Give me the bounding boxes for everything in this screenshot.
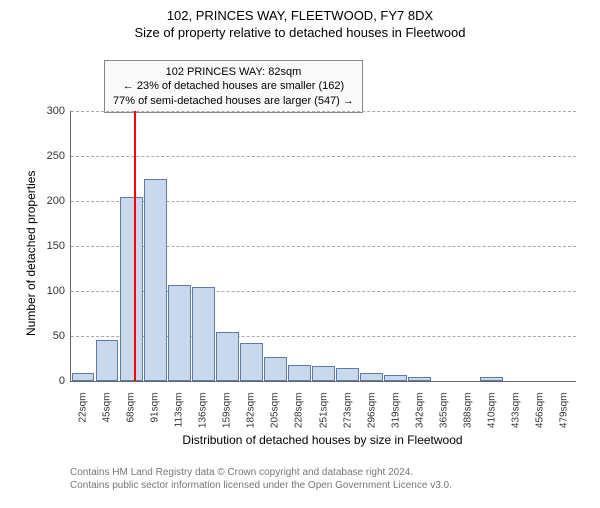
x-tick-label: 182sqm bbox=[246, 393, 257, 429]
x-tick-label: 456sqm bbox=[534, 393, 545, 429]
x-tick-label: 113sqm bbox=[174, 393, 185, 428]
x-tick-label: 251sqm bbox=[318, 393, 329, 429]
y-tick-label: 0 bbox=[59, 375, 65, 387]
histogram-bar bbox=[336, 368, 359, 382]
y-tick-label: 300 bbox=[47, 105, 65, 117]
x-tick-label: 136sqm bbox=[198, 393, 209, 429]
x-tick-label: 228sqm bbox=[294, 393, 305, 429]
x-tick-label: 433sqm bbox=[510, 393, 521, 429]
histogram-bar bbox=[384, 375, 407, 381]
histogram-bar bbox=[96, 340, 119, 381]
histogram-bar bbox=[168, 285, 191, 381]
chart-container: 102, PRINCES WAY, FLEETWOOD, FY7 8DX Siz… bbox=[0, 8, 600, 508]
y-tick-label: 200 bbox=[47, 195, 65, 207]
x-tick-label: 479sqm bbox=[558, 393, 569, 429]
x-tick-label: 296sqm bbox=[366, 393, 377, 429]
callout-line-1: 102 PRINCES WAY: 82sqm bbox=[113, 65, 354, 79]
y-tick-label: 100 bbox=[47, 285, 65, 297]
x-tick-label: 205sqm bbox=[270, 393, 281, 429]
histogram-bar bbox=[216, 332, 239, 382]
callout-line-2: ← 23% of detached houses are smaller (16… bbox=[113, 79, 354, 93]
gridline bbox=[71, 111, 576, 112]
x-tick-label: 410sqm bbox=[486, 393, 497, 429]
histogram-bar bbox=[192, 287, 215, 381]
page-title: 102, PRINCES WAY, FLEETWOOD, FY7 8DX bbox=[0, 8, 600, 23]
histogram-bar bbox=[240, 343, 263, 381]
gridline bbox=[71, 156, 576, 157]
x-tick-label: 159sqm bbox=[222, 393, 233, 429]
histogram-bar bbox=[72, 373, 95, 381]
histogram-bar bbox=[120, 197, 143, 381]
histogram-bar bbox=[264, 357, 287, 381]
chart-plot-area: 05010015020025030022sqm45sqm68sqm91sqm11… bbox=[70, 111, 576, 382]
histogram-bar bbox=[480, 377, 503, 382]
x-tick-label: 388sqm bbox=[462, 393, 473, 429]
footer-line-1: Contains HM Land Registry data © Crown c… bbox=[70, 466, 452, 479]
callout-line-3: 77% of semi-detached houses are larger (… bbox=[113, 94, 354, 108]
x-tick-label: 22sqm bbox=[78, 393, 89, 423]
histogram-bar bbox=[312, 366, 335, 381]
x-tick-label: 68sqm bbox=[126, 393, 137, 423]
page-subtitle: Size of property relative to detached ho… bbox=[0, 25, 600, 40]
x-tick-label: 342sqm bbox=[414, 393, 425, 429]
x-tick-label: 365sqm bbox=[438, 393, 449, 429]
x-tick-label: 273sqm bbox=[342, 393, 353, 429]
y-tick-label: 50 bbox=[53, 330, 65, 342]
x-axis-label: Distribution of detached houses by size … bbox=[70, 433, 575, 447]
footer-line-2: Contains public sector information licen… bbox=[70, 479, 452, 492]
y-tick-label: 150 bbox=[47, 240, 65, 252]
callout-box: 102 PRINCES WAY: 82sqm ← 23% of detached… bbox=[104, 60, 363, 113]
y-axis-label: Number of detached properties bbox=[24, 171, 38, 336]
histogram-bar bbox=[360, 373, 383, 381]
histogram-bar bbox=[408, 377, 431, 382]
y-tick-label: 250 bbox=[47, 150, 65, 162]
x-tick-label: 319sqm bbox=[390, 393, 401, 429]
x-tick-label: 45sqm bbox=[102, 393, 113, 423]
footer-attribution: Contains HM Land Registry data © Crown c… bbox=[70, 466, 452, 492]
histogram-bar bbox=[144, 179, 167, 382]
histogram-bar bbox=[288, 365, 311, 381]
x-tick-label: 91sqm bbox=[150, 393, 161, 423]
reference-line bbox=[134, 111, 136, 381]
